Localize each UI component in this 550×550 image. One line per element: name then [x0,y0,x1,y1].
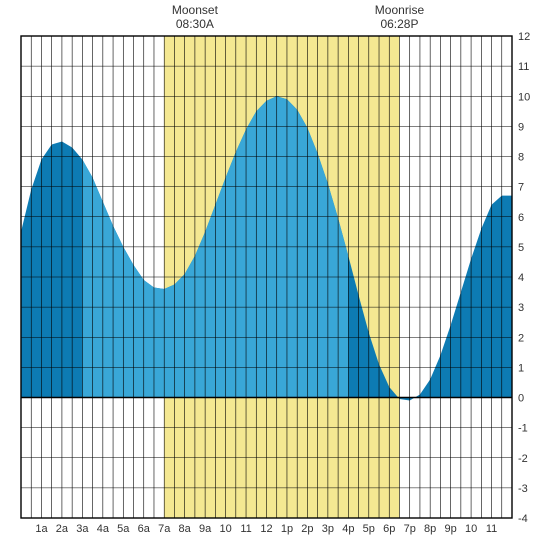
y-tick-label: 3 [518,302,524,314]
x-tick-label: 9p [445,523,457,535]
x-tick-label: 11 [240,523,251,535]
x-tick-label: 5p [363,523,375,535]
moonrise-label: Moonrise [375,3,425,17]
x-tick-label: 7p [404,523,416,535]
y-tick-label: 8 [518,152,524,164]
x-tick-label: 12 [260,523,272,535]
x-tick-label: 7a [158,523,171,535]
x-tick-label: 5a [117,523,130,535]
y-tick-label: 5 [518,242,524,254]
y-tick-label: 7 [518,182,524,194]
tide-chart-container: -4-3-2-101234567891011121a2a3a4a5a6a7a8a… [0,0,550,550]
y-tick-label: 0 [518,393,524,405]
y-tick-label: 6 [518,212,524,224]
y-tick-label: -2 [518,453,528,465]
x-tick-label: 10 [219,523,231,535]
x-tick-label: 6p [383,523,395,535]
x-tick-label: 9a [199,523,212,535]
x-tick-label: 1a [35,523,48,535]
x-tick-label: 4p [342,523,354,535]
y-tick-label: 10 [518,91,530,103]
x-tick-label: 2p [301,523,313,535]
y-tick-label: 2 [518,332,524,344]
x-tick-label: 3p [322,523,334,535]
y-tick-label: -3 [518,483,528,495]
moonset-label: Moonset [172,3,219,17]
y-tick-label: 4 [518,272,524,284]
y-tick-label: 11 [518,61,529,73]
x-tick-label: 3a [76,523,89,535]
x-tick-label: 4a [97,523,110,535]
x-tick-label: 8a [179,523,192,535]
moonset-time: 08:30A [176,17,214,31]
x-tick-label: 2a [56,523,69,535]
x-tick-label: 8p [424,523,436,535]
y-tick-label: 9 [518,121,524,133]
y-tick-label: 1 [518,362,524,374]
x-tick-label: 11 [486,523,497,535]
tide-chart: -4-3-2-101234567891011121a2a3a4a5a6a7a8a… [0,0,550,550]
y-tick-label: 12 [518,31,530,43]
x-tick-label: 6a [138,523,151,535]
x-tick-label: 1p [281,523,293,535]
y-tick-label: -1 [518,423,528,435]
moonrise-time: 06:28P [380,17,418,31]
y-tick-label: -4 [518,513,528,525]
x-tick-label: 10 [465,523,477,535]
